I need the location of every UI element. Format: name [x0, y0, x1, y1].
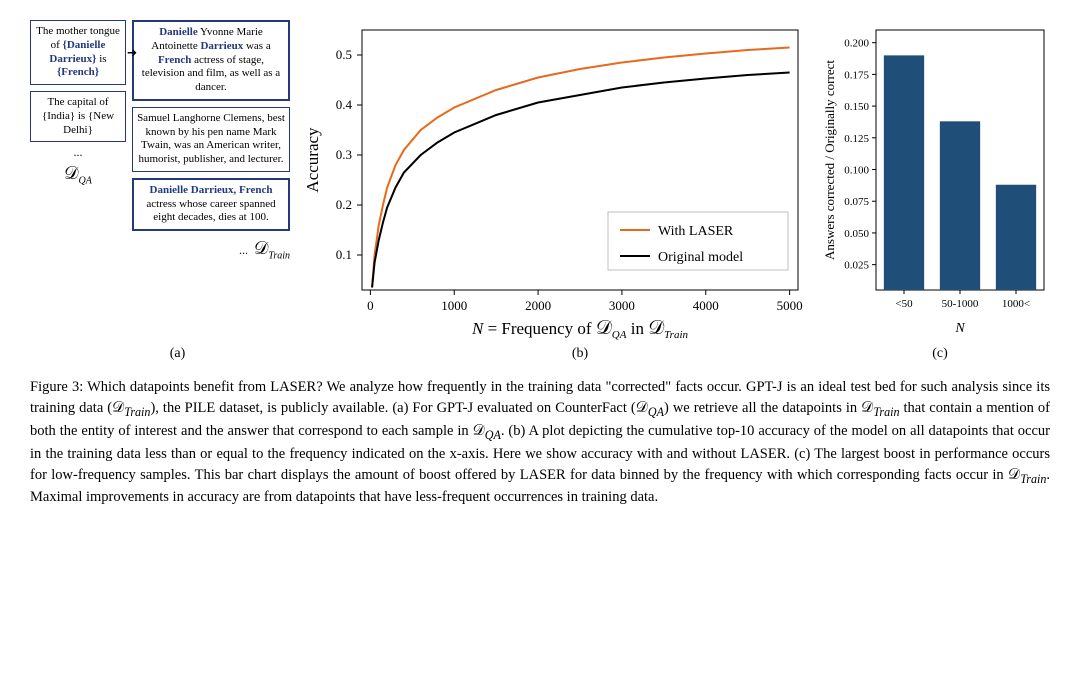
svg-text:1000<: 1000< [1002, 298, 1030, 310]
svg-text:0.3: 0.3 [336, 147, 352, 162]
train-example-2: Samuel Langhorne Clemens, best known by … [132, 107, 290, 172]
dtrain-label: 𝒟Train [254, 237, 290, 263]
figure-panels: The mother tongue of {Danielle Darrieux}… [30, 20, 1050, 340]
label-a: (a) [30, 346, 325, 362]
panel-c-bar-chart: 0.025 0.050 0.075 0.100 0.125 0.150 0.175 0.200… [820, 20, 1050, 340]
svg-text:0.4: 0.4 [336, 97, 353, 112]
label-c: (c) [835, 346, 1045, 362]
svg-text:4000: 4000 [693, 298, 719, 313]
panel-b-line-chart: 0 1000 2000 3000 4000 5000 0.1 0.2 0.3 0.4 0.5 Accu… [300, 20, 810, 340]
svg-text:<50: <50 [895, 298, 913, 310]
train-example-3: Danielle Darrieux, French actress whose … [132, 178, 290, 231]
svg-text:N: N [954, 321, 965, 336]
subplot-labels: (a) (b) (c) [30, 346, 1050, 362]
svg-text:Original model: Original model [658, 250, 743, 265]
svg-text:0.5: 0.5 [336, 47, 352, 62]
svg-text:0: 0 [367, 298, 374, 313]
svg-text:Accuracy: Accuracy [303, 127, 322, 193]
svg-text:2000: 2000 [525, 298, 551, 313]
svg-text:0.175: 0.175 [844, 69, 869, 81]
svg-text:0.100: 0.100 [844, 165, 869, 177]
svg-text:3000: 3000 [609, 298, 635, 313]
dqa-label: 𝒟QA [64, 162, 92, 188]
svg-text:50-1000: 50-1000 [942, 298, 979, 310]
svg-text:N = Frequency of 𝒟QA in 𝒟T: N = Frequency of 𝒟QA in 𝒟Train [471, 317, 689, 340]
svg-text:0.1: 0.1 [336, 247, 352, 262]
svg-text:0.2: 0.2 [336, 197, 352, 212]
qa-example-1: The mother tongue of {Danielle Darrieux}… [30, 20, 126, 85]
ellipsis: ... [74, 148, 83, 156]
svg-text:0.025: 0.025 [844, 260, 869, 272]
svg-text:With LASER: With LASER [658, 224, 734, 239]
qa-example-2: The capital of {India} is {New Delhi} [30, 91, 126, 142]
svg-text:0.075: 0.075 [844, 196, 869, 208]
svg-text:5000: 5000 [777, 298, 803, 313]
figure-caption: Figure 3: Which datapoints benefit from … [30, 377, 1050, 508]
label-b: (b) [325, 346, 835, 362]
svg-text:0.150: 0.150 [844, 101, 869, 113]
panel-a: The mother tongue of {Danielle Darrieux}… [30, 20, 290, 263]
svg-text:0.125: 0.125 [844, 133, 869, 145]
ellipsis: ... [239, 246, 248, 254]
svg-text:0.050: 0.050 [844, 228, 869, 240]
svg-text:1000: 1000 [441, 298, 467, 313]
train-example-1: Danielle Yvonne Marie Antoinette Darrieu… [132, 20, 290, 101]
svg-text:0.200: 0.200 [844, 38, 869, 50]
svg-text:Answers corrected / Originally: Answers corrected / Originally correct [822, 60, 837, 260]
